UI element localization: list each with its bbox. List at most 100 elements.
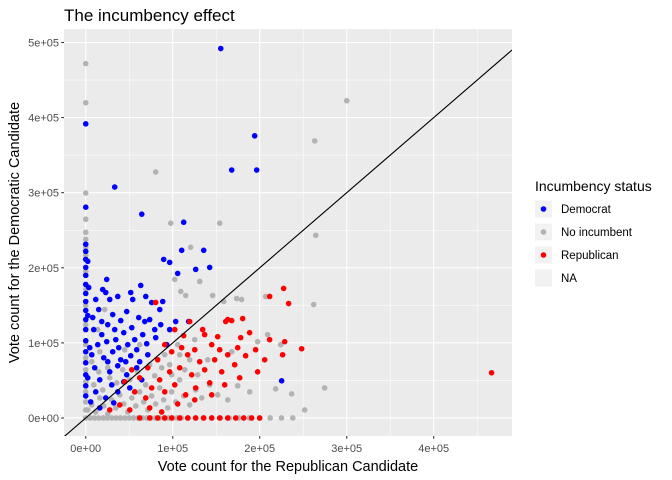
data-point-democrat xyxy=(102,289,109,296)
data-point-democrat xyxy=(142,293,149,300)
gridlines xyxy=(64,29,512,436)
data-point-republican xyxy=(266,336,273,343)
data-point-democrat xyxy=(82,204,89,210)
data-point-republican xyxy=(196,358,203,365)
data-point-democrat xyxy=(200,247,207,254)
data-point-democrat xyxy=(251,133,258,139)
data-point-democrat xyxy=(146,316,153,323)
y-tick-label: 2e+05 xyxy=(28,263,59,275)
data-point-no-incumbent xyxy=(167,220,174,226)
data-point-democrat xyxy=(90,326,97,333)
data-point-no-incumbent xyxy=(100,415,106,421)
data-point-no-incumbent xyxy=(262,293,269,300)
data-point-no-incumbent xyxy=(214,392,221,398)
legend-item-no-incumbent: No incumbent xyxy=(535,223,633,241)
reference-line-layer xyxy=(64,49,512,436)
legend-item-republican: Republican xyxy=(535,246,619,264)
data-point-democrat xyxy=(88,351,95,358)
data-point-democrat xyxy=(94,341,101,348)
data-point-no-incumbent xyxy=(95,415,102,421)
data-point-republican xyxy=(161,389,168,395)
data-point-republican xyxy=(206,380,213,386)
x-tick-label: 3e+05 xyxy=(331,443,362,455)
data-point-democrat xyxy=(85,284,92,291)
legend-key-dot xyxy=(540,206,547,212)
data-point-no-incumbent xyxy=(152,401,159,407)
data-point-no-incumbent xyxy=(101,306,108,313)
legend-label: Democrat xyxy=(561,204,612,216)
data-point-democrat xyxy=(96,377,103,383)
y-axis-title: Vote count for the Democratic Candidate xyxy=(7,102,23,363)
legend-key-dot xyxy=(540,229,547,235)
data-point-no-incumbent xyxy=(264,331,271,338)
data-point-republican xyxy=(280,285,287,292)
data-point-no-incumbent xyxy=(136,389,143,395)
data-point-no-incumbent xyxy=(151,372,158,379)
data-point-republican xyxy=(211,356,218,363)
data-point-democrat xyxy=(102,395,109,401)
data-point-no-incumbent xyxy=(126,415,133,421)
data-point-democrat xyxy=(133,364,140,371)
data-point-no-incumbent xyxy=(156,385,163,391)
data-point-democrat xyxy=(82,326,89,333)
data-point-no-incumbent xyxy=(148,393,155,399)
data-point-no-incumbent xyxy=(82,389,89,395)
data-point-republican xyxy=(236,375,243,381)
data-point-democrat xyxy=(144,351,151,358)
data-point-no-incumbent xyxy=(171,276,178,283)
data-point-democrat xyxy=(82,248,89,255)
data-point-democrat xyxy=(135,314,142,321)
data-point-republican xyxy=(285,300,292,307)
data-point-republican xyxy=(254,368,261,375)
data-point-no-incumbent xyxy=(233,295,240,302)
data-point-no-incumbent xyxy=(136,341,143,348)
x-tick-label: 1e+05 xyxy=(157,443,188,455)
data-point-republican xyxy=(136,375,143,381)
data-point-democrat xyxy=(278,378,285,384)
data-point-republican xyxy=(116,402,123,408)
plot-panel xyxy=(64,29,512,436)
data-point-republican xyxy=(136,415,143,421)
data-point-no-incumbent xyxy=(311,138,318,144)
data-point-no-incumbent xyxy=(277,341,284,348)
data-point-republican xyxy=(242,352,249,359)
data-point-democrat xyxy=(109,348,116,355)
data-point-no-incumbent xyxy=(82,399,89,405)
data-point-no-incumbent xyxy=(82,321,89,328)
data-point-republican xyxy=(142,395,149,401)
data-point-no-incumbent xyxy=(130,415,137,421)
data-point-democrat xyxy=(82,290,89,297)
data-point-republican xyxy=(256,415,263,421)
data-point-no-incumbent xyxy=(95,368,102,375)
x-tick-label: 2e+05 xyxy=(244,443,275,455)
data-point-democrat xyxy=(84,375,91,381)
data-point-republican xyxy=(161,415,168,421)
data-point-democrat xyxy=(82,272,89,279)
data-point-republican xyxy=(158,409,165,415)
data-point-republican xyxy=(248,415,255,421)
data-point-democrat xyxy=(157,321,164,328)
data-point-democrat xyxy=(152,334,159,341)
data-point-democrat xyxy=(156,306,163,313)
data-point-democrat xyxy=(82,393,89,399)
data-point-no-incumbent xyxy=(96,348,103,355)
data-point-democrat xyxy=(82,337,89,344)
data-point-republican xyxy=(192,385,199,391)
data-point-democrat xyxy=(112,336,119,343)
data-point-republican xyxy=(168,415,175,421)
data-point-democrat xyxy=(141,318,148,325)
data-point-republican xyxy=(171,382,178,388)
data-point-democrat xyxy=(127,289,134,296)
data-point-no-incumbent xyxy=(152,169,159,175)
x-tick-label: 4e+05 xyxy=(418,443,449,455)
data-point-democrat xyxy=(104,321,111,328)
data-point-no-incumbent xyxy=(164,405,171,411)
data-point-democrat xyxy=(95,306,102,313)
data-point-no-incumbent xyxy=(272,386,279,392)
data-point-no-incumbent xyxy=(96,395,103,401)
data-point-no-incumbent xyxy=(186,356,193,363)
data-point-democrat xyxy=(128,324,135,331)
data-point-no-incumbent xyxy=(176,377,183,383)
data-point-republican xyxy=(216,346,223,353)
data-point-no-incumbent xyxy=(158,364,165,371)
